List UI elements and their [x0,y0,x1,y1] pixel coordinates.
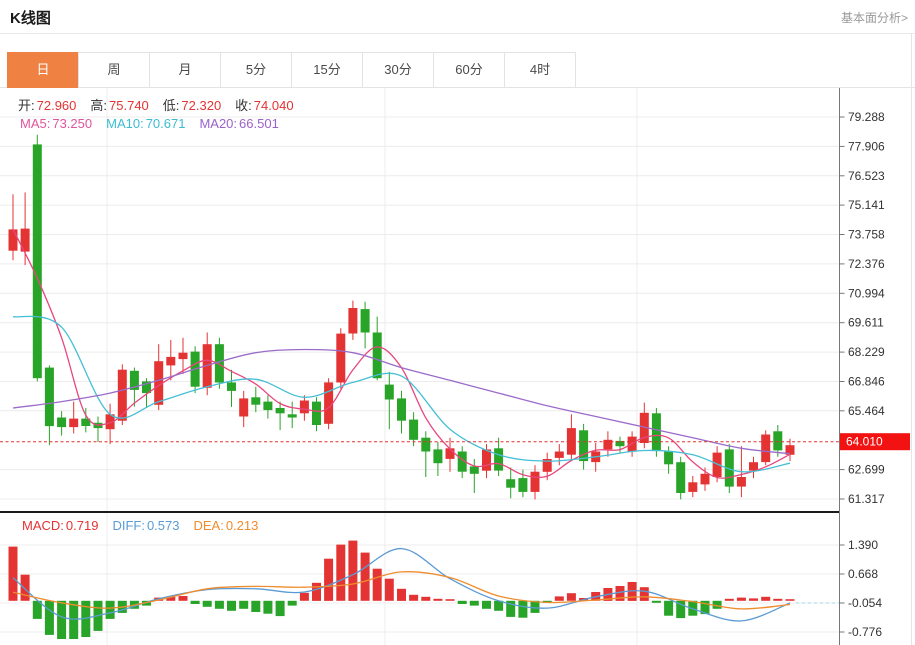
diff-line [12,547,791,622]
tab-60min[interactable]: 60分 [433,52,505,88]
tab-30min[interactable]: 30分 [362,52,434,88]
macd-histogram [8,540,795,639]
tab-5min[interactable]: 5分 [220,52,292,88]
svg-text:70.994: 70.994 [848,286,885,300]
header-bar: K线图 基本面分析> [0,0,915,34]
tab-month[interactable]: 月 [149,52,221,88]
current-price-flag: 64.010 [840,433,910,451]
page-title: K线图 [10,10,51,27]
svg-text:62.699: 62.699 [848,463,885,477]
fundamental-analysis-link[interactable]: 基本面分析> [840,11,908,25]
tab-15min[interactable]: 15分 [291,52,363,88]
svg-text:73.758: 73.758 [848,228,885,242]
svg-text:-0.054: -0.054 [848,596,882,610]
svg-text:66.846: 66.846 [848,375,885,389]
ma20-line [12,348,791,455]
period-tabs: 日周月 5分 15分 30分 60分 4时 [7,52,576,88]
svg-text:1.390: 1.390 [848,538,878,552]
grid-lines [0,88,839,645]
svg-text:79.288: 79.288 [848,110,885,124]
svg-text:61.317: 61.317 [848,492,885,506]
tab-day[interactable]: 日 [7,52,79,88]
y-axis: 79.288 77.906 76.523 75.141 73.758 72.376 70.9… [839,34,912,645]
svg-text:65.464: 65.464 [848,404,885,418]
svg-text:75.141: 75.141 [848,198,885,212]
svg-text:76.523: 76.523 [848,169,885,183]
svg-text:-0.776: -0.776 [848,625,882,639]
svg-text:68.229: 68.229 [848,345,885,359]
ma5-line [12,229,791,479]
tab-week[interactable]: 周 [78,52,150,88]
svg-text:77.906: 77.906 [848,139,885,153]
svg-text:64.010: 64.010 [846,435,883,449]
svg-text:0.668: 0.668 [848,567,878,581]
svg-text:72.376: 72.376 [848,257,885,271]
tab-4hour[interactable]: 4时 [504,52,576,88]
ma10-line [12,315,791,473]
dea-line [12,571,791,610]
svg-text:69.611: 69.611 [848,316,884,330]
